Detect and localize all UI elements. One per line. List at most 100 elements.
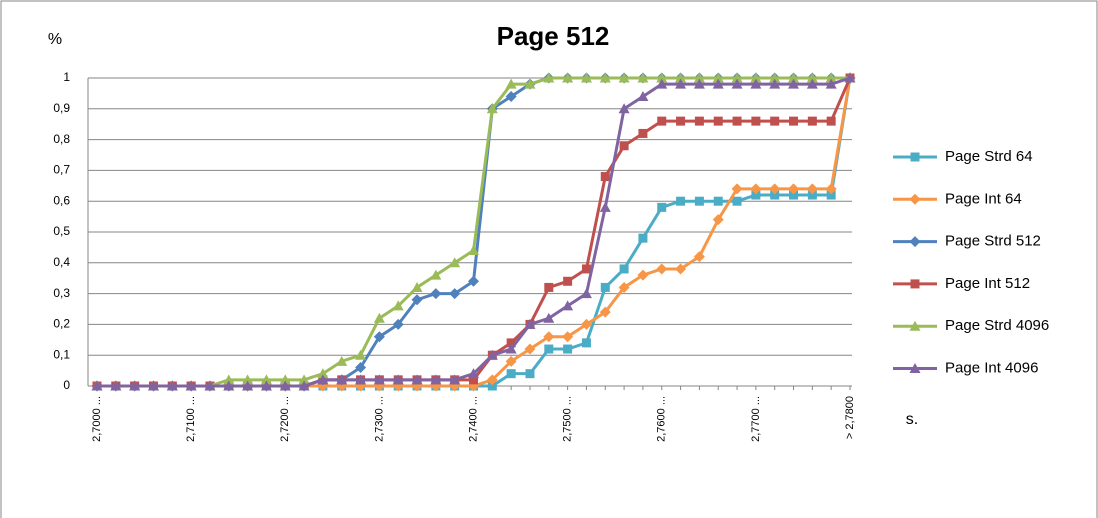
marker: [693, 78, 705, 89]
marker: [807, 190, 817, 200]
marker: [486, 349, 498, 360]
marker: [600, 172, 610, 182]
marker: [242, 374, 254, 385]
marker: [505, 78, 517, 89]
marker: [731, 72, 743, 83]
marker: [788, 183, 800, 195]
x-tick-label: 2,7100 ...: [185, 396, 197, 442]
marker: [789, 116, 799, 126]
legend-marker: [909, 236, 921, 248]
marker: [619, 264, 629, 274]
marker: [544, 344, 554, 354]
marker: [656, 78, 668, 89]
marker: [675, 72, 687, 83]
marker: [563, 276, 573, 286]
marker: [656, 72, 668, 83]
marker: [317, 368, 329, 379]
marker: [732, 196, 742, 206]
marker: [788, 78, 800, 89]
marker: [769, 72, 781, 83]
marker: [430, 288, 442, 300]
marker: [279, 374, 291, 385]
marker: [392, 300, 404, 311]
marker: [806, 78, 818, 89]
marker: [599, 306, 611, 318]
marker: [469, 375, 478, 385]
marker: [826, 190, 836, 200]
x-tick-label: 2,7400 ...: [467, 396, 479, 442]
marker: [712, 78, 724, 89]
marker: [411, 374, 423, 385]
marker: [562, 300, 574, 311]
legend-label: Page Strd 64: [945, 148, 1033, 165]
x-tick-label: 2,7000 ...: [91, 396, 103, 442]
marker: [675, 78, 687, 89]
marker: [599, 72, 611, 83]
marker: [806, 183, 818, 195]
marker: [713, 196, 723, 206]
marker: [468, 368, 479, 379]
marker: [298, 374, 310, 385]
marker: [411, 294, 423, 306]
x-axis-label: s.: [906, 411, 918, 428]
marker: [769, 78, 781, 89]
x-tick-label: > 2,7800: [844, 396, 856, 439]
marker: [675, 263, 687, 275]
y-tick-label: 0,3: [53, 286, 70, 300]
marker: [562, 72, 574, 83]
marker: [712, 214, 724, 226]
marker: [769, 183, 781, 195]
marker: [694, 196, 704, 206]
x-tick-label: 2,7600 ...: [656, 396, 668, 442]
marker: [694, 116, 704, 126]
y-tick-label: 0,5: [53, 224, 70, 238]
marker: [825, 72, 837, 83]
x-tick-label: 2,7300 ...: [373, 396, 385, 442]
marker: [751, 190, 761, 200]
marker: [355, 374, 367, 385]
marker: [449, 257, 461, 268]
marker: [732, 116, 742, 126]
y-tick-label: 0,7: [53, 163, 70, 177]
legend-marker: [910, 152, 920, 162]
chart-title: Page 512: [497, 21, 610, 51]
marker: [543, 331, 555, 343]
marker: [166, 380, 178, 391]
marker: [770, 116, 780, 126]
marker: [373, 312, 385, 323]
y-axis-label: %: [48, 31, 62, 48]
marker: [487, 381, 497, 391]
marker: [260, 380, 272, 391]
marker: [731, 183, 743, 195]
legend-marker: [910, 279, 920, 289]
marker: [279, 380, 291, 391]
marker: [693, 251, 705, 263]
marker: [731, 78, 743, 89]
legend-label: Page Int 4096: [945, 359, 1038, 376]
marker: [657, 202, 667, 212]
marker: [392, 318, 404, 330]
y-tick-label: 0: [63, 378, 70, 392]
marker: [581, 264, 591, 274]
legend-label: Page Int 512: [945, 275, 1030, 292]
y-tick-label: 0,1: [53, 347, 70, 361]
marker: [525, 369, 535, 379]
marker: [676, 116, 686, 126]
marker: [449, 374, 461, 385]
marker: [807, 116, 817, 126]
marker: [825, 183, 837, 195]
marker: [580, 288, 592, 299]
marker: [430, 374, 442, 385]
marker: [770, 190, 780, 200]
marker: [336, 355, 348, 366]
marker: [637, 90, 649, 101]
marker: [486, 374, 498, 386]
marker: [600, 282, 610, 292]
marker: [563, 344, 573, 354]
marker: [581, 338, 591, 348]
legend-marker: [909, 193, 921, 205]
marker: [544, 282, 554, 292]
marker: [713, 116, 723, 126]
marker: [260, 374, 272, 385]
